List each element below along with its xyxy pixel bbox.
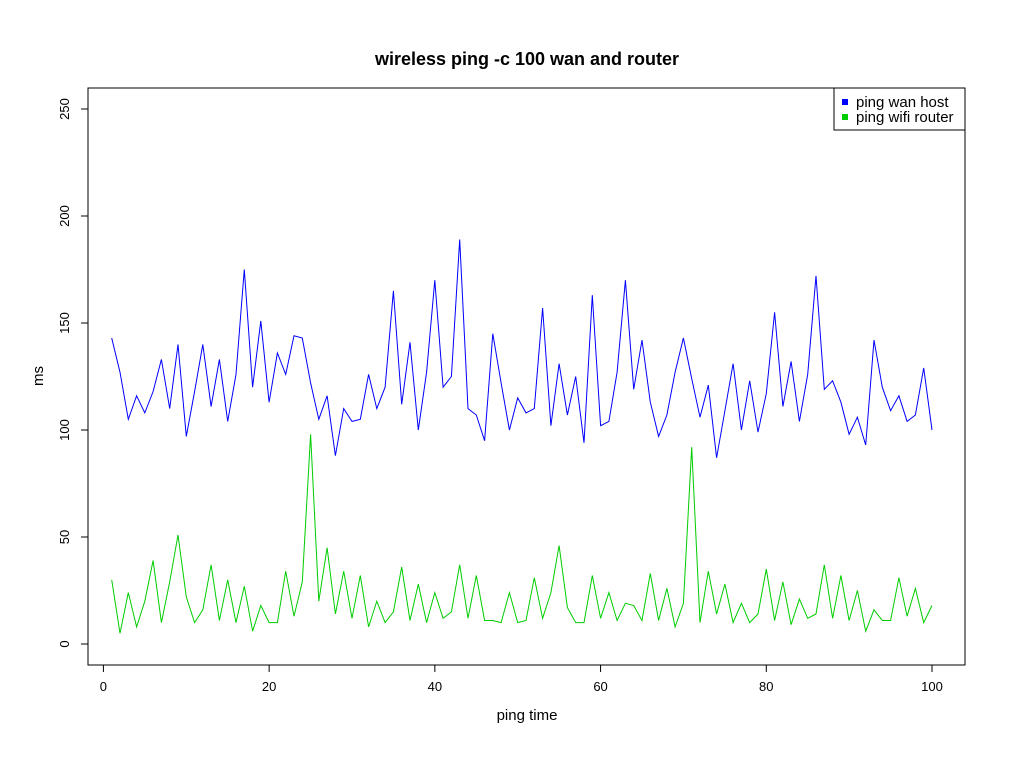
- y-tick-label: 250: [57, 98, 72, 120]
- x-axis: 0 20 40 60 80 100: [100, 664, 943, 694]
- series-line-ping-wifi-router: [111, 434, 933, 634]
- legend-swatch-wifi-router: [842, 114, 848, 120]
- y-tick-label: 100: [57, 419, 72, 441]
- legend: ping wan host ping wifi router: [833, 87, 966, 131]
- y-tick-label: 0: [57, 640, 72, 647]
- y-tick-label: 50: [57, 530, 72, 544]
- x-tick-label: 0: [100, 679, 107, 694]
- legend-label-wifi-router: ping wifi router: [856, 109, 954, 126]
- x-axis-label: ping time: [497, 707, 558, 724]
- legend-swatch-wan-host: [842, 99, 848, 105]
- chart-title: wireless ping -c 100 wan and router: [374, 49, 679, 69]
- x-tick-label: 60: [593, 679, 607, 694]
- legend-box: [833, 87, 966, 131]
- plot-frame: [87, 87, 966, 666]
- y-tick-label: 200: [57, 205, 72, 227]
- y-axis: 0 50 100 150 200 250: [57, 98, 89, 648]
- y-tick-label: 150: [57, 312, 72, 334]
- x-tick-label: 100: [921, 679, 943, 694]
- series-line-ping-wan-host: [111, 239, 933, 458]
- series-layer: [111, 239, 933, 634]
- legend-label-wan-host: ping wan host: [856, 94, 949, 111]
- y-axis-label: ms: [30, 366, 47, 386]
- x-tick-label: 40: [428, 679, 442, 694]
- x-tick-label: 20: [262, 679, 276, 694]
- x-tick-label: 80: [759, 679, 773, 694]
